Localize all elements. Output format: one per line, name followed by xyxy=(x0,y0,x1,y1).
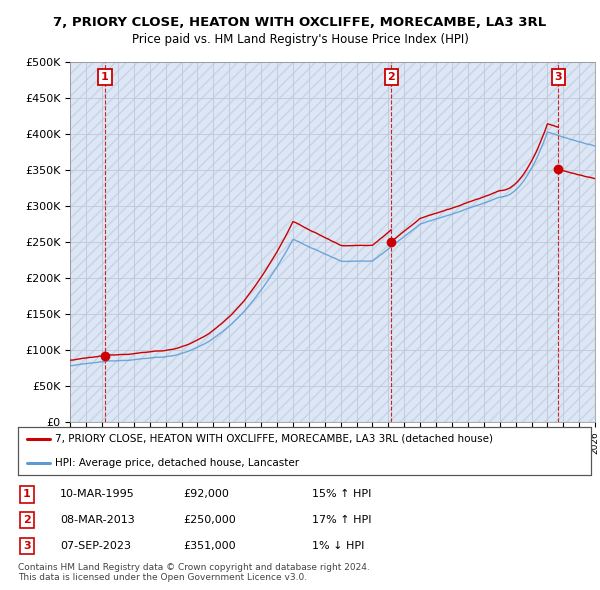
Text: 1: 1 xyxy=(101,72,109,82)
Text: Price paid vs. HM Land Registry's House Price Index (HPI): Price paid vs. HM Land Registry's House … xyxy=(131,33,469,46)
Text: 15% ↑ HPI: 15% ↑ HPI xyxy=(312,490,371,499)
Text: HPI: Average price, detached house, Lancaster: HPI: Average price, detached house, Lanc… xyxy=(55,458,299,468)
Text: 1% ↓ HPI: 1% ↓ HPI xyxy=(312,542,364,551)
Text: 3: 3 xyxy=(554,72,562,82)
Text: Contains HM Land Registry data © Crown copyright and database right 2024.
This d: Contains HM Land Registry data © Crown c… xyxy=(18,563,370,582)
Text: £250,000: £250,000 xyxy=(183,516,236,525)
Text: £351,000: £351,000 xyxy=(183,542,236,551)
Text: 7, PRIORY CLOSE, HEATON WITH OXCLIFFE, MORECAMBE, LA3 3RL: 7, PRIORY CLOSE, HEATON WITH OXCLIFFE, M… xyxy=(53,16,547,29)
Text: 08-MAR-2013: 08-MAR-2013 xyxy=(60,516,135,525)
Text: 10-MAR-1995: 10-MAR-1995 xyxy=(60,490,135,499)
Text: 3: 3 xyxy=(23,542,31,551)
Text: 07-SEP-2023: 07-SEP-2023 xyxy=(60,542,131,551)
Text: 7, PRIORY CLOSE, HEATON WITH OXCLIFFE, MORECAMBE, LA3 3RL (detached house): 7, PRIORY CLOSE, HEATON WITH OXCLIFFE, M… xyxy=(55,434,493,444)
Text: 2: 2 xyxy=(23,516,31,525)
Text: £92,000: £92,000 xyxy=(183,490,229,499)
Text: 17% ↑ HPI: 17% ↑ HPI xyxy=(312,516,371,525)
Text: 2: 2 xyxy=(388,72,395,82)
Text: 1: 1 xyxy=(23,490,31,499)
